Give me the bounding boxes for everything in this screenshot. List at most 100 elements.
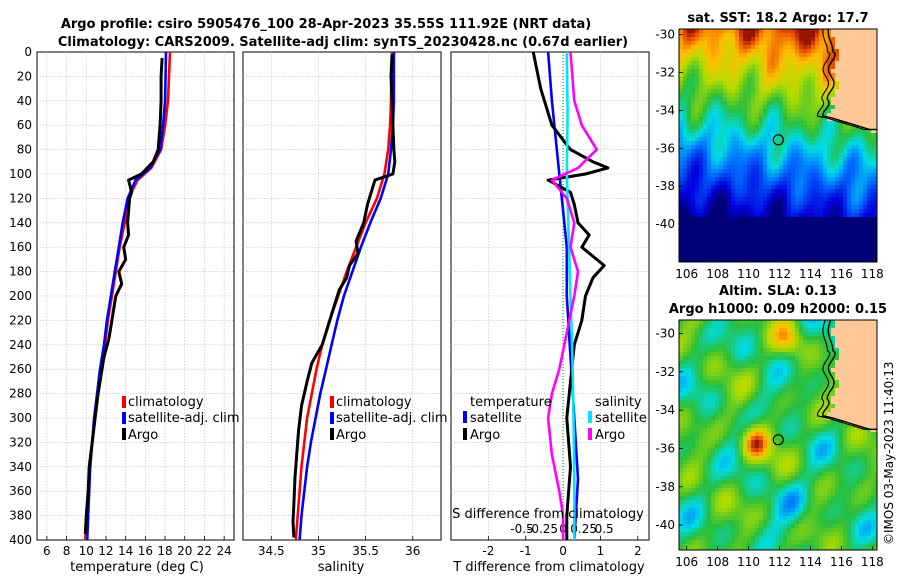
map-cell	[743, 113, 748, 118]
map-cell	[787, 332, 792, 337]
map-cell	[735, 173, 740, 178]
map-cell	[859, 49, 864, 54]
map-cell	[815, 241, 820, 246]
map-cell	[699, 113, 704, 118]
map-cell	[715, 49, 720, 54]
map-cell	[691, 57, 696, 62]
map-cell	[703, 245, 708, 250]
map-cell	[847, 253, 852, 258]
map-cell	[739, 241, 744, 246]
map-cell	[747, 253, 752, 258]
map-cell	[799, 440, 804, 445]
map-cell	[771, 121, 776, 126]
map-cell	[823, 416, 828, 421]
map-cell	[699, 133, 704, 138]
map-cell	[687, 396, 692, 401]
map-cell	[759, 460, 764, 465]
map-cell	[871, 153, 876, 158]
map-cell	[759, 145, 764, 150]
map-cell	[755, 376, 760, 381]
map-cell	[827, 249, 832, 254]
map-cell	[867, 332, 872, 337]
map-cell	[875, 201, 877, 206]
map-cell	[775, 412, 780, 417]
map-cell	[739, 404, 744, 409]
map-cell	[819, 125, 824, 130]
map-cell	[855, 368, 860, 373]
map-cell	[727, 193, 732, 198]
map-cell	[719, 33, 724, 38]
map-cell	[759, 360, 764, 365]
map-cell	[735, 105, 740, 110]
map-cell	[739, 93, 744, 98]
map-cell	[811, 65, 816, 70]
map-cell	[843, 352, 848, 357]
map-cell	[835, 432, 840, 437]
map-cell	[803, 392, 808, 397]
map-cell	[855, 161, 860, 166]
map-cell	[819, 165, 824, 170]
map-cell	[799, 37, 804, 42]
map-cell	[863, 404, 868, 409]
x-tick-label: 2	[634, 544, 642, 558]
map-cell	[755, 129, 760, 134]
map-cell	[839, 340, 844, 345]
map-cell	[775, 45, 780, 50]
map-cell	[811, 348, 816, 353]
map-cell	[747, 408, 752, 413]
map-cell	[831, 65, 836, 70]
map-cell	[791, 320, 796, 325]
map-cell	[699, 420, 704, 425]
map-cell	[831, 400, 836, 405]
map-cell	[747, 105, 752, 110]
map-cell	[807, 340, 812, 345]
difference-series	[531, 52, 610, 540]
map-cell	[855, 241, 860, 246]
map-cell	[751, 324, 756, 329]
map-cell	[831, 340, 836, 345]
map-cell	[799, 408, 804, 413]
map-cell	[731, 181, 736, 186]
map-cell	[867, 328, 872, 333]
map-cell	[787, 177, 792, 182]
map-cell	[771, 65, 776, 70]
map-cell	[795, 89, 800, 94]
map-cell	[795, 249, 800, 254]
map-cell	[803, 181, 808, 186]
map-cell	[767, 57, 772, 62]
map-cell	[727, 141, 732, 146]
map-cell	[767, 105, 772, 110]
map-cell	[695, 233, 700, 238]
map-cell	[811, 61, 816, 66]
map-cell	[783, 129, 788, 134]
map-cell	[787, 213, 792, 218]
map-cell	[775, 336, 780, 341]
map-cell	[855, 213, 860, 218]
map-cell	[867, 340, 872, 345]
map-cell	[679, 380, 684, 385]
map-cell	[735, 380, 740, 385]
map-cell	[711, 105, 716, 110]
map-cell	[855, 37, 860, 42]
map-x-tick-label: 112	[768, 267, 791, 281]
map-cell	[743, 161, 748, 166]
map-cell	[867, 149, 872, 154]
map-cell	[711, 384, 716, 389]
map-cell	[687, 53, 692, 58]
map-cell	[679, 185, 684, 190]
map-cell	[819, 368, 824, 373]
map-cell	[775, 456, 780, 461]
map-cell	[803, 173, 808, 178]
map-cell	[735, 344, 740, 349]
map-cell	[723, 213, 728, 218]
map-cell	[727, 460, 732, 465]
map-x-tick-label: 106	[675, 267, 698, 281]
map-cell	[683, 189, 688, 194]
map-cell	[875, 121, 877, 126]
map-cell	[775, 69, 780, 74]
map-cell	[807, 344, 812, 349]
map-cell	[855, 53, 860, 58]
map-cell	[679, 412, 684, 417]
map-cell	[871, 332, 876, 337]
map-cell	[771, 392, 776, 397]
